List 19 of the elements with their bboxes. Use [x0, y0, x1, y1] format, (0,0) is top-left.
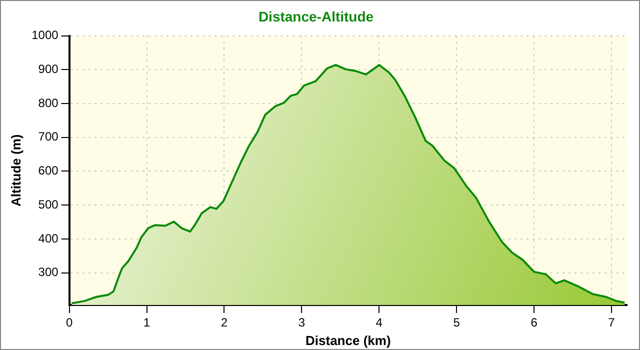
chart-title: Distance-Altitude [258, 8, 374, 24]
y-tick-label: 400 [38, 231, 59, 246]
x-tick-label: 1 [143, 316, 150, 330]
x-tick-label: 0 [66, 316, 73, 330]
y-tick-label: 1000 [32, 28, 59, 42]
x-tick-label: 5 [453, 316, 460, 330]
x-tick-label: 2 [220, 316, 228, 330]
y-tick-label: 600 [38, 164, 59, 178]
y-axis-title: Altitude (m) [8, 134, 24, 207]
x-axis-title: Distance (km) [306, 332, 391, 348]
x-tick-label: 3 [298, 316, 306, 330]
y-tick-label: 800 [38, 96, 59, 110]
y-tick-label: 500 [38, 197, 59, 212]
x-tick-label: 7 [608, 316, 616, 330]
x-tick-label: 4 [376, 316, 383, 330]
x-tick-label: 6 [530, 316, 538, 330]
y-tick-label: 300 [38, 265, 59, 280]
y-tick-label: 900 [38, 62, 59, 76]
y-tick-label: 700 [38, 130, 59, 144]
